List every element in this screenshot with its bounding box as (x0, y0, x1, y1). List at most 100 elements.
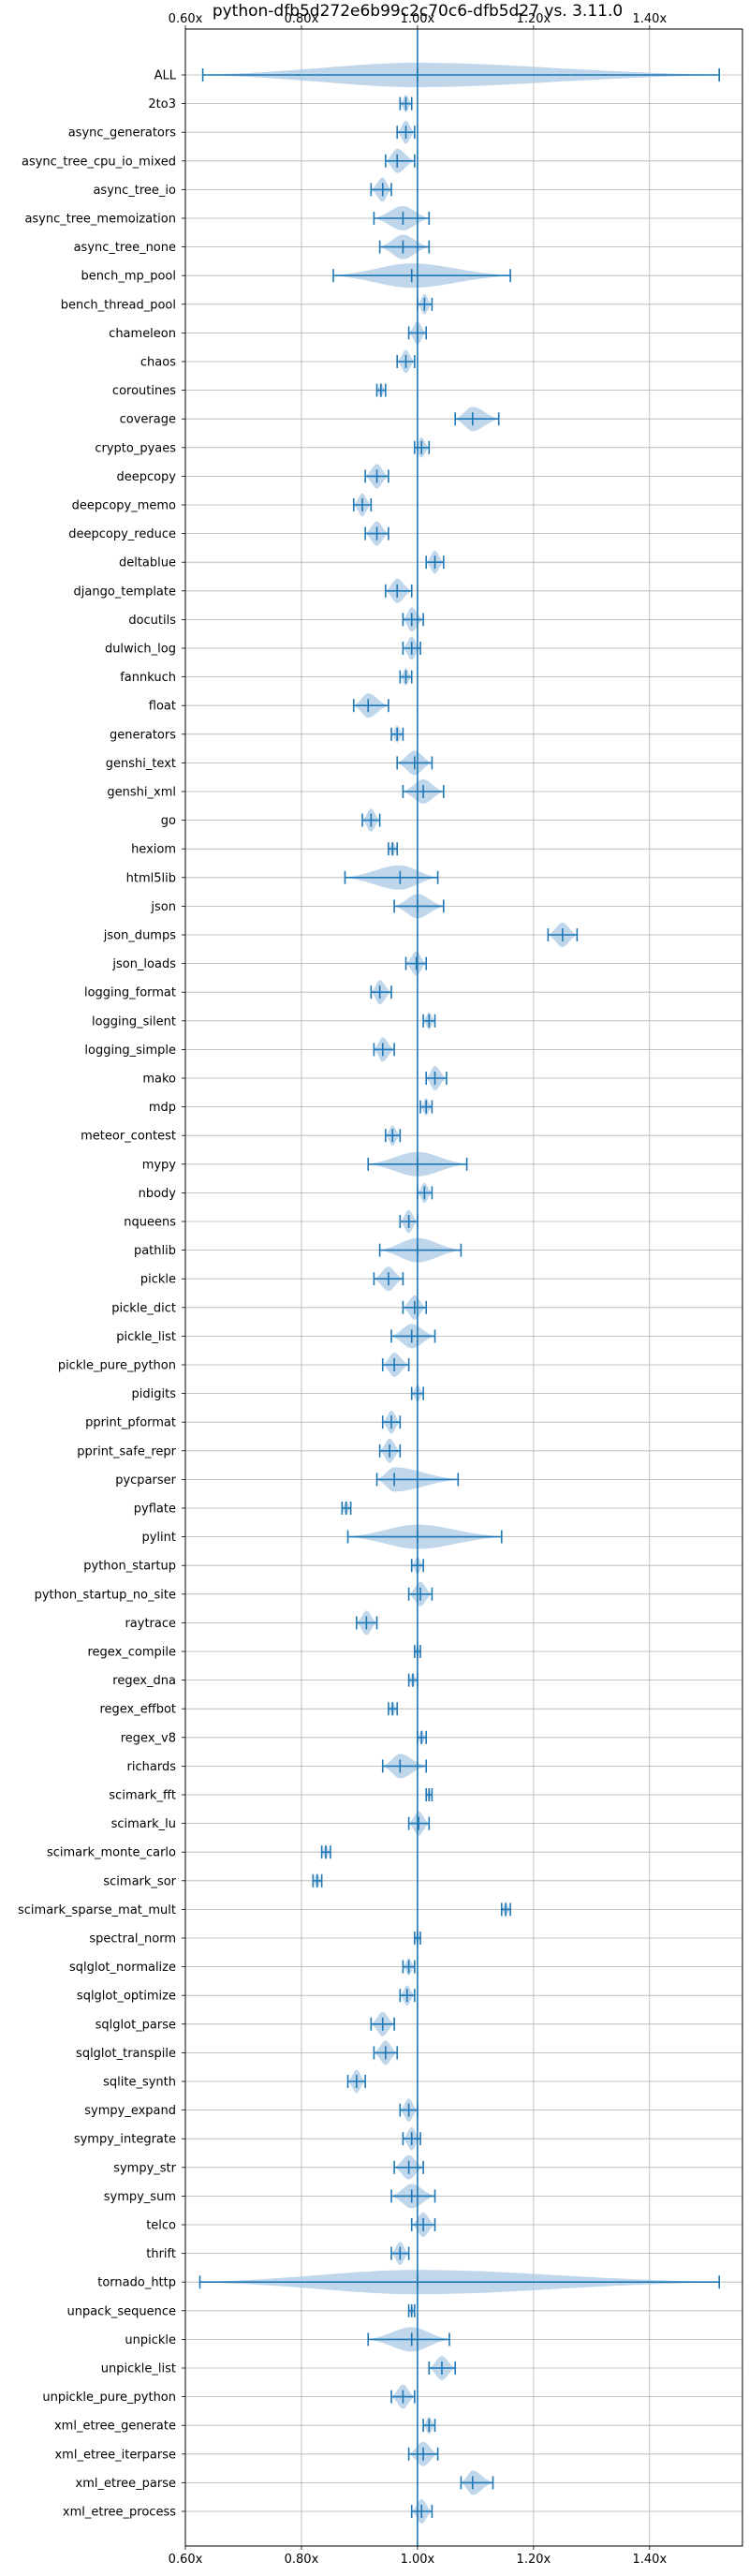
violin-pickle-dict (402, 1295, 428, 1320)
category-label: deepcopy (116, 470, 176, 484)
violin-async-generators (396, 120, 416, 144)
category-label: sympy_sum (104, 2190, 176, 2204)
category-label: coverage (120, 413, 176, 427)
category-label: tornado_http (97, 2276, 176, 2290)
violin-mako (425, 1066, 448, 1090)
category-label: float (149, 700, 176, 714)
violin-meteor-contest (385, 1125, 402, 1147)
violin-genshi-text (396, 750, 433, 776)
category-label: chameleon (109, 327, 176, 341)
x-tick-label-bottom: 0.60x (169, 2553, 203, 2567)
violin-bench-thread-pool (417, 293, 433, 315)
category-label: ALL (154, 69, 177, 83)
violin-hexiom (388, 841, 399, 856)
violin-pickle-pure-python (381, 1353, 410, 1377)
violin-unpack-sequence (407, 2303, 416, 2317)
category-label: mdp (149, 1101, 176, 1115)
category-label: crypto_pyaes (95, 441, 176, 455)
category-label: scimark_lu (111, 1817, 176, 1831)
violin-regex-effbot (388, 1701, 399, 1716)
category-label: regex_v8 (121, 1731, 176, 1745)
violin-logging-format (370, 980, 392, 1005)
category-label: raytrace (125, 1617, 176, 1631)
violin-sympy-expand (399, 2098, 419, 2122)
category-label: chaos (140, 356, 176, 370)
label-layer: ALL 2to3 async_generators async_tree_cpu_io… (18, 69, 177, 2520)
category-label: meteor_contest (81, 1130, 176, 1144)
category-label: logging_simple (84, 1044, 176, 1058)
category-label: 2to3 (148, 97, 176, 111)
violin-xml-etree-iterparse (407, 2441, 439, 2466)
category-label: xml_etree_generate (54, 2420, 176, 2434)
violin-sympy-integrate (402, 2126, 421, 2151)
violin-bench-mp-pool (332, 263, 511, 289)
violin-unpickle (367, 2327, 450, 2352)
violin-django-template (385, 578, 413, 603)
violin-sqlglot-optimize (399, 1985, 416, 2006)
violin-sqlglot-parse (370, 2011, 395, 2036)
category-label: sympy_integrate (74, 2133, 176, 2147)
category-label: bench_mp_pool (81, 270, 176, 284)
category-label: xml_etree_iterparse (54, 2448, 176, 2462)
grid-layer (184, 29, 742, 2546)
category-label: xml_etree_process (63, 2506, 176, 2520)
violin-scimark-lu (407, 1811, 431, 1836)
category-label: async_tree_memoization (24, 213, 176, 227)
category-label: logging_silent (92, 1014, 176, 1029)
violin-json (393, 894, 445, 919)
violin-sympy-str (393, 2154, 424, 2180)
violin-xml-etree-generate (422, 2416, 436, 2435)
category-label: sqlglot_normalize (69, 1961, 176, 1975)
violin-pickle (373, 1266, 404, 1292)
category-label: pickle_list (116, 1330, 176, 1344)
violin-pyflate (341, 1501, 352, 1516)
category-label: thrift (146, 2247, 176, 2261)
violin-pickle-list (390, 1324, 436, 1349)
x-tick-label-bottom: 0.80x (285, 2553, 319, 2567)
category-label: coroutines (112, 384, 176, 398)
category-label: async_tree_none (74, 241, 176, 255)
category-label: python_startup_no_site (35, 1588, 176, 1602)
violin-json-loads (404, 951, 428, 976)
violin-async-tree-none (378, 234, 431, 259)
category-label: nqueens (124, 1216, 176, 1230)
violin-raytrace (356, 1610, 378, 1636)
violin-2to3 (399, 95, 413, 112)
category-label: genshi_text (106, 757, 176, 771)
violin-float (352, 693, 389, 718)
violin-fannkuch (399, 668, 413, 686)
violin-coroutines (375, 382, 387, 398)
category-label: docutils (128, 614, 176, 628)
violin-go (361, 808, 381, 832)
category-label: sqlglot_parse (95, 2018, 176, 2032)
category-label: json_loads (111, 957, 176, 971)
violin-python-startup-no-site (407, 1581, 433, 1606)
category-label: async_tree_cpu_io_mixed (22, 155, 176, 169)
violin-deepcopy-memo (352, 493, 373, 517)
violin-unpickle-pure-python (390, 2384, 416, 2409)
violin-ALL (201, 63, 721, 87)
category-label: async_generators (68, 126, 177, 141)
violin-deepcopy-reduce (364, 521, 389, 546)
category-label: scimark_sor (103, 1874, 176, 1888)
x-tick-label-top: 0.80x (285, 12, 319, 26)
violin-nbody (417, 1182, 433, 1204)
category-label: regex_compile (87, 1646, 176, 1660)
category-label: pylint (141, 1531, 176, 1545)
x-tick-label-bottom: 1.00x (401, 2553, 435, 2567)
violin-regex-dna (407, 1672, 419, 1688)
x-tick-label-top: 1.40x (633, 12, 668, 26)
violin-mdp (419, 1098, 433, 1116)
violin-layer (198, 29, 721, 2546)
violin-sqlglot-transpile (373, 2040, 399, 2065)
category-label: mako (142, 1073, 176, 1087)
category-label: pyflate (134, 1503, 176, 1517)
category-label: scimark_monte_carlo (47, 1846, 176, 1860)
violin-scimark-sparse-mat-mult (500, 1902, 511, 1917)
category-label: bench_thread_pool (61, 298, 176, 312)
category-label: spectral_norm (89, 1932, 176, 1947)
category-label: dulwich_log (105, 643, 176, 657)
category-label: fannkuch (120, 671, 176, 685)
